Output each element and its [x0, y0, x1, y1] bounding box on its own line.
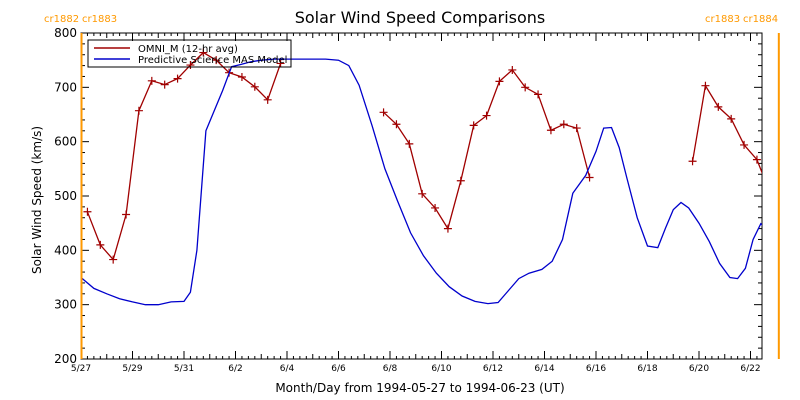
series-line-0: [691, 83, 762, 175]
data-point: [456, 176, 465, 185]
data-point: [83, 207, 92, 216]
data-point: [96, 240, 105, 249]
x-tick-label: 6/16: [586, 364, 606, 374]
y-tick-label: 200: [54, 352, 77, 366]
data-point: [431, 203, 440, 212]
data-point: [469, 121, 478, 130]
data-point: [559, 120, 568, 129]
data-point: [482, 111, 491, 120]
legend-label: Predictive Science MAS Model: [138, 55, 287, 66]
data-point: [134, 106, 143, 115]
plot-area: 200 300 400 500 600 700 800 5/27 5/29 5/31 6/2 6/4 6…: [54, 26, 787, 374]
y-tick-label: 600: [54, 135, 77, 149]
data-point: [405, 139, 414, 148]
data-point: [109, 255, 118, 264]
series-line-1: [81, 58, 762, 306]
data-point: [495, 77, 504, 86]
data-point: [173, 74, 182, 83]
data-point: [521, 83, 530, 92]
data-point: [392, 120, 401, 129]
x-tick-label: 6/12: [483, 364, 503, 374]
data-point: [147, 76, 156, 85]
x-tick-label: 6/2: [228, 364, 242, 374]
x-tick-label: 6/20: [689, 364, 709, 374]
x-tick-label: 6/6: [331, 364, 346, 374]
x-tick-label: 6/8: [383, 364, 398, 374]
x-tick-label: 6/14: [534, 364, 554, 374]
data-point: [508, 65, 517, 74]
rotation-label-left-start: cr1882: [44, 14, 79, 25]
data-point: [779, 212, 787, 220]
y-tick-label: 800: [54, 26, 77, 40]
x-tick-label: 6/22: [740, 364, 760, 374]
x-tick-label: 5/31: [174, 364, 194, 374]
data-point: [534, 90, 543, 99]
data-point: [701, 81, 710, 90]
data-point: [714, 102, 723, 111]
y-tick-label: 700: [54, 80, 77, 94]
y-axis-label: Solar Wind Speed (km/s): [30, 126, 44, 274]
y-tick-label: 300: [54, 298, 77, 312]
chart-title: Solar Wind Speed Comparisons: [295, 8, 546, 27]
data-point: [276, 59, 285, 68]
data-point: [752, 155, 761, 164]
data-point: [572, 124, 581, 133]
rotation-label-right-start: cr1883: [705, 14, 740, 25]
legend-box: [87, 39, 292, 68]
data-point: [212, 56, 221, 65]
data-point: [379, 108, 388, 117]
x-tick-label: 6/4: [280, 364, 295, 374]
y-tick-label: 400: [54, 243, 77, 257]
series-line-0: [383, 68, 591, 231]
data-point: [443, 224, 452, 233]
data-point: [237, 73, 246, 82]
x-tick-label: 5/27: [71, 364, 91, 374]
data-point: [199, 48, 208, 57]
series-line-0: [86, 51, 282, 261]
x-tick-label: 6/18: [637, 364, 657, 374]
data-point: [418, 189, 427, 198]
rotation-label-left-end: cr1883: [82, 14, 117, 25]
data-point: [546, 126, 555, 135]
rotation-label-right-end: cr1884: [743, 14, 778, 25]
data-point: [250, 82, 259, 91]
data-point: [160, 80, 169, 89]
plot-frame: [80, 32, 763, 360]
data-point: [727, 114, 736, 123]
data-point: [766, 188, 774, 196]
legend-label: OMNI_M (12-hr avg): [138, 44, 238, 55]
data-point: [688, 157, 697, 166]
x-tick-label: 5/29: [122, 364, 142, 374]
data-point: [263, 95, 272, 104]
y-tick-label: 500: [54, 189, 77, 203]
data-point: [585, 173, 594, 182]
x-tick-label: 6/10: [431, 364, 451, 374]
x-axis-label: Month/Day from 1994-05-27 to 1994-06-23 …: [275, 381, 564, 395]
data-point: [122, 210, 131, 219]
data-point: [186, 61, 195, 70]
data-point: [740, 140, 749, 149]
